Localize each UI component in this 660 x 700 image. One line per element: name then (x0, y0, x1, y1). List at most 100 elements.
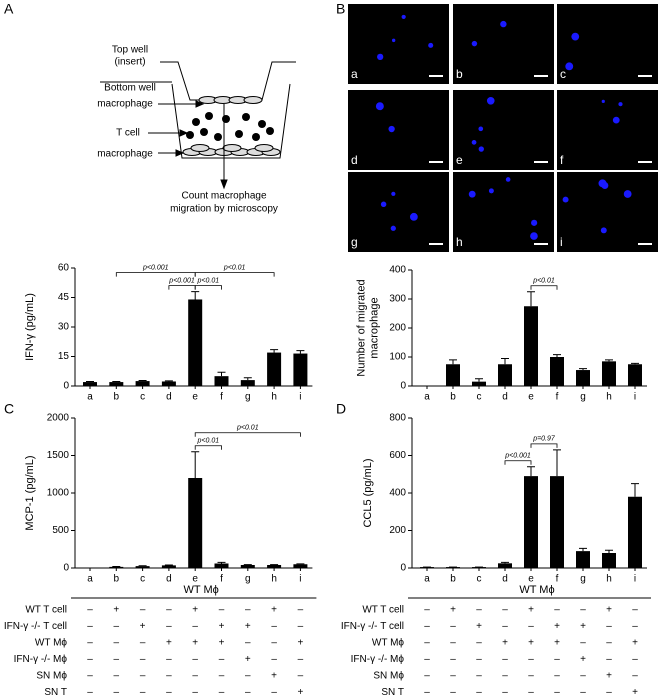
error-bar (296, 350, 305, 354)
error-bar (631, 362, 639, 365)
table-cell: – (219, 671, 225, 682)
table-cell: + (113, 605, 119, 616)
x-tick-label: f (220, 392, 223, 403)
cell-dot (600, 227, 607, 234)
error-bar (217, 371, 226, 377)
significance-label: p<0.01 (223, 264, 246, 271)
table-cell: + (528, 605, 534, 616)
table-cell: – (192, 687, 198, 698)
error-bar (553, 354, 561, 357)
table-cell: – (192, 621, 198, 632)
table-cell: – (502, 605, 508, 616)
significance-bracket (194, 272, 275, 277)
table-cell: – (271, 638, 277, 649)
x-tick-label: b (114, 574, 120, 585)
micrograph-label: b (456, 67, 463, 81)
micrograph-label: c (560, 67, 566, 81)
y-tick-label: 400 (389, 265, 406, 276)
y-tick-label: 0 (63, 381, 69, 392)
cell-dot (390, 225, 396, 231)
x-tick-label: g (245, 392, 251, 403)
micrograph-label: i (560, 235, 563, 249)
diagram-label: T cell (116, 128, 140, 139)
table-cell: + (606, 671, 612, 682)
bar (446, 364, 460, 386)
table-cell: – (298, 605, 304, 616)
row-label: WT Mϕ (35, 638, 67, 649)
panel-label: D (336, 401, 346, 417)
bar (628, 364, 642, 386)
diagram-label: Top well (112, 45, 148, 56)
error-bar (191, 451, 200, 478)
bar (267, 352, 282, 386)
bar (83, 382, 97, 386)
x-tick-label: a (424, 392, 430, 403)
table-cell: – (606, 687, 612, 698)
table-cell: + (450, 605, 456, 616)
table-cell: + (245, 621, 251, 632)
table-cell: – (245, 605, 251, 616)
x-tick-label: d (166, 574, 172, 585)
error-bar (164, 380, 173, 382)
table-cell: – (271, 687, 277, 698)
x-tick-label: a (87, 392, 93, 403)
error-bar (243, 377, 252, 381)
x-tick-label: c (477, 392, 482, 403)
cell-dot (471, 139, 477, 145)
y-tick-label: 30 (58, 322, 70, 333)
cell-dot (409, 212, 418, 221)
table-cell: – (554, 654, 560, 665)
micrograph (453, 90, 554, 170)
table-cell: + (192, 638, 198, 649)
insert-outline (160, 61, 296, 101)
x-tick-label: e (528, 392, 534, 403)
table-cell: + (554, 621, 560, 632)
table-cell: + (632, 687, 638, 698)
error-bar (553, 449, 561, 477)
cell-dot (468, 190, 476, 198)
table-cell: – (606, 621, 612, 632)
error-bar (501, 561, 509, 564)
x-tick-label: i (634, 574, 636, 585)
x-tick-label: d (166, 392, 172, 403)
table-cell: – (502, 621, 508, 632)
table-cell: + (297, 687, 303, 698)
table-cell: – (87, 621, 93, 632)
table-cell: – (114, 671, 120, 682)
cell-dot (623, 190, 632, 198)
table-cell: – (528, 654, 534, 665)
table-cell: – (554, 605, 560, 616)
diagram-label: macrophage (97, 99, 153, 110)
error-bar (579, 547, 587, 552)
table-cell: – (87, 638, 93, 649)
cell-dot (401, 14, 406, 20)
x-tick-label: h (271, 574, 277, 585)
error-bar (217, 561, 226, 564)
table-cell: – (114, 654, 120, 665)
table-cell: – (476, 687, 482, 698)
micrograph (348, 172, 449, 252)
table-cell: – (528, 671, 534, 682)
table-cell: – (502, 671, 508, 682)
table-cell: + (297, 638, 303, 649)
x-tick-label: b (450, 574, 456, 585)
table-cell: – (450, 687, 456, 698)
table-cell: – (632, 605, 638, 616)
diagram-label: Bottom well (104, 83, 156, 94)
bar (135, 566, 150, 568)
y-tick-label: 0 (400, 381, 406, 392)
table-cell: – (87, 654, 93, 665)
table-cell: – (87, 671, 93, 682)
row-label: SN T (381, 687, 404, 698)
y-axis-label: IFN-γ (pg/mL) (24, 293, 36, 361)
table-cell: – (219, 605, 225, 616)
x-tick-label: h (606, 574, 612, 585)
cell-dot (565, 62, 574, 71)
table-cell: – (632, 671, 638, 682)
table-cell: – (140, 687, 146, 698)
row-label: SN T (44, 687, 67, 698)
table-cell: + (632, 638, 638, 649)
table-cell: + (192, 605, 198, 616)
bar (240, 380, 255, 386)
x-tick-label: c (477, 574, 482, 585)
